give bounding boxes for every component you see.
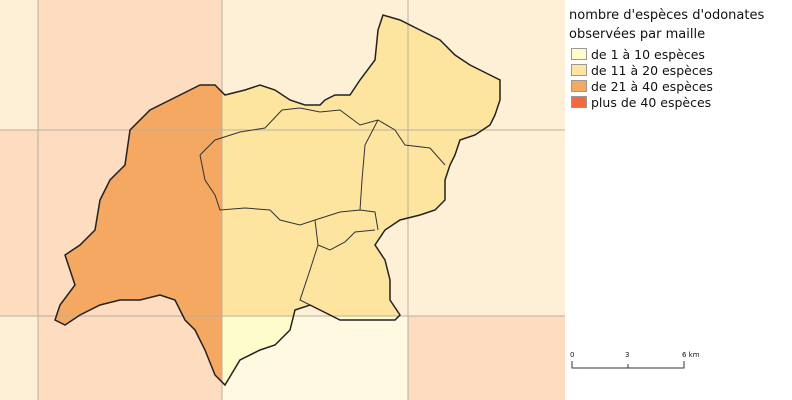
legend-label: plus de 40 espèces — [591, 94, 712, 110]
legend-title-line: nombre d'espèces d'odonates — [569, 8, 765, 23]
legend-swatch — [571, 96, 587, 108]
legend-title-line: observées par maille — [569, 27, 706, 42]
scale-bar — [571, 361, 685, 369]
legend-swatch — [571, 64, 587, 76]
legend-item: de 1 à 10 espèces — [571, 46, 705, 62]
commune-borders — [199, 107, 446, 306]
legend-title: nombre d'espèces d'odonates observées par… — [569, 6, 764, 44]
legend-label: de 11 à 20 espèces — [591, 62, 713, 78]
legend-label: de 1 à 10 espèces — [591, 46, 705, 62]
legend-item: de 21 à 40 espèces — [571, 78, 713, 94]
legend-label: de 21 à 40 espèces — [591, 78, 713, 94]
legend-swatch — [571, 48, 587, 60]
scale-label: 6 km — [682, 351, 700, 359]
legend-item: de 11 à 20 espèces — [571, 62, 713, 78]
grid-lines — [0, 0, 565, 400]
map — [0, 0, 565, 400]
scale-label: 3 — [625, 351, 630, 359]
legend-swatch — [571, 80, 587, 92]
legend-item: plus de 40 espèces — [571, 94, 711, 110]
scale-label: 0 — [570, 351, 575, 359]
